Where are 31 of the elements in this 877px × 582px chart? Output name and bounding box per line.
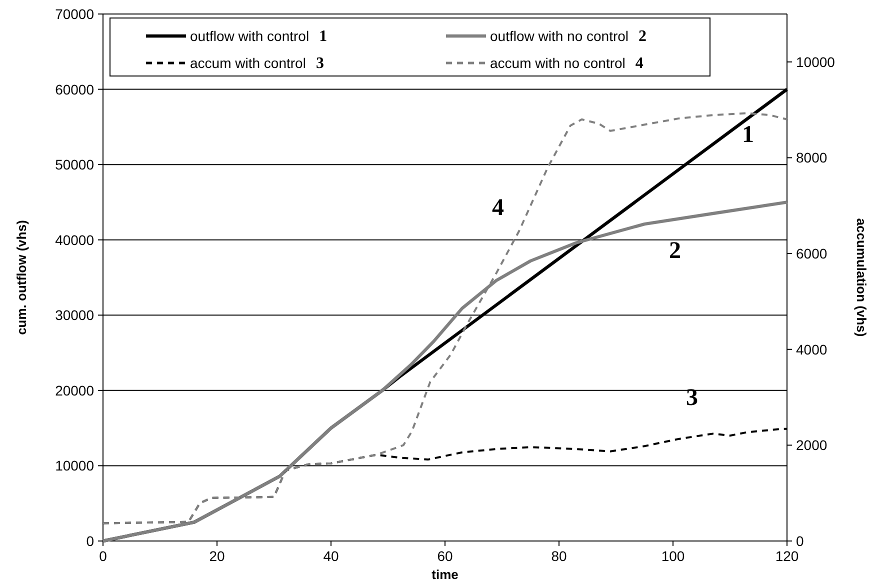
y-tick-label: 70000: [55, 6, 94, 22]
annotation: 2: [669, 238, 681, 264]
y-tick-label: 40000: [55, 232, 94, 248]
x-tick-label: 100: [661, 548, 685, 564]
legend-label: accum with no control 4: [490, 55, 644, 72]
y2-tick-label: 4000: [796, 341, 828, 358]
y-tick-label: 20000: [55, 382, 94, 398]
x-tick-label: 120: [775, 548, 799, 564]
y2-tick-label: 0: [796, 533, 804, 549]
x-tick-label: 40: [323, 548, 339, 564]
legend-label: outflow with control 1: [190, 28, 328, 45]
x-tick-label: 80: [551, 548, 567, 564]
y2-axis-title: accumulation (vhs): [854, 218, 869, 337]
legend-label: outflow with no control 2: [490, 28, 647, 45]
y-tick-label: 0: [86, 533, 94, 549]
y-tick-label: 60000: [55, 81, 94, 98]
y-tick-label: 50000: [55, 156, 94, 173]
y2-tick-label: 8000: [796, 150, 828, 166]
y-tick-label: 30000: [55, 307, 94, 324]
x-tick-label: 0: [99, 548, 108, 564]
y2-tick-label: 2000: [796, 437, 828, 454]
x-tick-label: 20: [209, 548, 225, 564]
annotation: 1: [742, 122, 754, 148]
x-tick-label: 60: [437, 548, 453, 564]
y-axis-title: cum. outflow (vhs): [14, 220, 29, 335]
y-tick-label: 10000: [55, 458, 94, 474]
y2-tick-label: 6000: [796, 246, 828, 262]
legend-label: accum with control 3: [190, 55, 324, 72]
annotation: 4: [492, 195, 504, 221]
y2-tick-label: 10000: [796, 54, 836, 70]
x-axis-title: time: [432, 567, 458, 582]
